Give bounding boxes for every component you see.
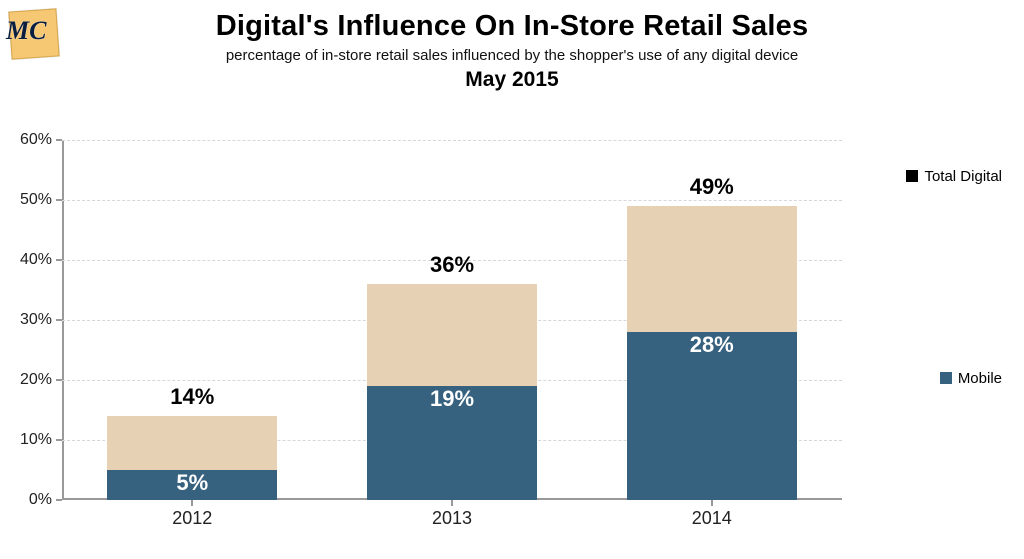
legend-item: Mobile xyxy=(940,370,1002,387)
gridline xyxy=(62,140,842,141)
chart-subtitle: percentage of in-store retail sales infl… xyxy=(0,47,1024,64)
legend-swatch xyxy=(906,170,918,182)
x-tick-label: 2013 xyxy=(432,500,472,529)
chart-title: Digital's Influence On In-Store Retail S… xyxy=(0,10,1024,43)
bar: 19%36% xyxy=(367,284,537,500)
y-tick-label: 30% xyxy=(20,311,62,329)
chart-date: May 2015 xyxy=(0,68,1024,92)
x-tick-label: 2014 xyxy=(692,500,732,529)
bar-value-mobile: 5% xyxy=(107,470,277,496)
x-tick-label: 2012 xyxy=(172,500,212,529)
gridline xyxy=(62,200,842,201)
y-tick-label: 10% xyxy=(20,431,62,449)
bar-segment-other xyxy=(627,206,797,332)
bar-value-total: 14% xyxy=(107,384,277,410)
y-tick-label: 50% xyxy=(20,191,62,209)
y-tick-label: 20% xyxy=(20,371,62,389)
legend-label: Mobile xyxy=(958,370,1002,387)
legend-label: Total Digital xyxy=(924,168,1002,185)
bar-value-mobile: 19% xyxy=(367,386,537,412)
bar-value-total: 36% xyxy=(367,252,537,278)
y-tick-label: 60% xyxy=(20,131,62,149)
chart-plot-area: 0%10%20%30%40%50%60%20125%14%201319%36%2… xyxy=(62,140,842,500)
legend-item: Total Digital xyxy=(906,168,1002,185)
bar-value-total: 49% xyxy=(627,174,797,200)
bar-segment-other xyxy=(367,284,537,386)
bar-segment-other xyxy=(107,416,277,470)
bar-value-mobile: 28% xyxy=(627,332,797,358)
y-tick-label: 0% xyxy=(29,491,62,509)
bar: 28%49% xyxy=(627,206,797,500)
y-tick-label: 40% xyxy=(20,251,62,269)
bar: 5%14% xyxy=(107,416,277,500)
legend-swatch xyxy=(940,372,952,384)
title-block: Digital's Influence On In-Store Retail S… xyxy=(0,10,1024,92)
